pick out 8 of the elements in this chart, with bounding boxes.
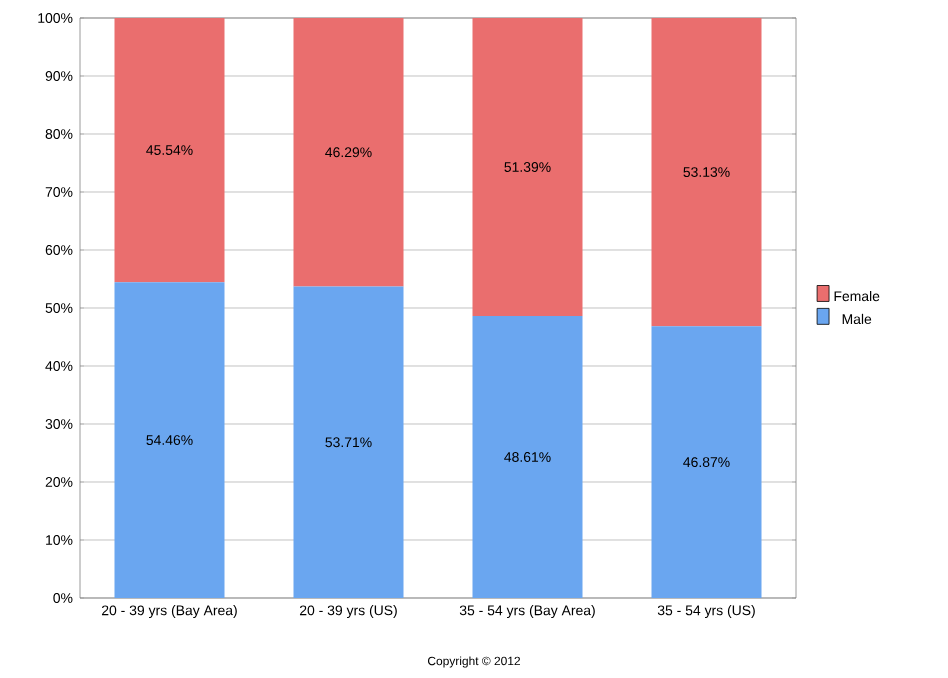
bar (114, 282, 225, 598)
bar (114, 17, 225, 283)
bar (293, 286, 404, 598)
bar (651, 326, 762, 598)
bar (472, 316, 583, 598)
bar (472, 17, 583, 317)
bar (293, 17, 404, 287)
bar (651, 17, 762, 327)
